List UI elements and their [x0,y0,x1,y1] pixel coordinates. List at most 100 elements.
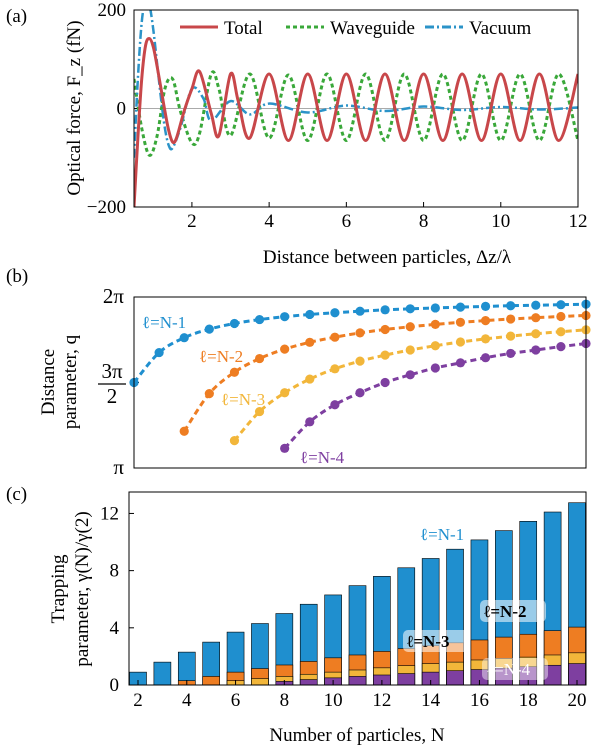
b-point-2 [531,313,540,322]
b-point-1 [230,319,239,328]
b-point-4 [431,363,440,372]
b-point-3 [355,357,364,366]
b-point-3 [230,436,239,445]
b-point-4 [330,400,339,409]
b-point-1 [355,307,364,316]
c-xtick-label: 20 [568,690,587,711]
c-bar-4 [398,674,415,685]
b-point-1 [481,302,490,311]
c-xtick-label: 2 [133,690,143,711]
b-point-1 [180,333,189,342]
panel-a-legend: Total Waveguide Vacuum [180,18,531,39]
c-annotation-l2: ℓ=N-2 [484,602,527,621]
b-point-2 [180,427,189,436]
c-annotation-l4: ℓ=N-4 [486,660,531,679]
legend-label-total: Total [224,18,263,39]
b-point-2 [556,312,565,321]
b-point-2 [406,322,415,331]
b-point-3 [305,374,314,383]
a-xtick-label: 4 [264,211,274,232]
c-annotation-l3: ℓ=N-3 [407,632,450,651]
panel-c-xlabel: Number of particles, N [269,725,444,746]
b-point-2 [431,320,440,329]
panel-c-ylabel-line1: Trapping [48,554,69,623]
c-ytick-label: 8 [110,561,120,582]
b-point-2 [456,318,465,327]
b-annotation-l1: ℓ=N-1 [142,313,186,332]
b-point-2 [330,333,339,342]
b-point-4 [456,358,465,367]
b-point-4 [305,417,314,426]
b-point-1 [381,305,390,314]
b-point-4 [280,444,289,453]
c-xtick-label: 12 [372,690,391,711]
c-bar-4 [447,671,464,685]
panel-label-c: (c) [6,484,27,505]
b-point-1 [280,312,289,321]
panel-b-series [129,300,590,453]
b-annotation-l3: ℓ=N-3 [221,390,265,409]
c-bar-3 [251,679,268,685]
legend-label-vacuum: Vacuum [469,18,531,39]
a-xtick-label: 10 [491,211,510,232]
c-xtick-label: 10 [324,690,343,711]
b-point-4 [556,342,565,351]
panel-c-bars [130,503,586,685]
b-point-3 [531,329,540,338]
b-ytick-3pi-2-denominator: 2 [107,384,118,408]
b-point-1 [255,315,264,324]
b-ytick-3pi-2: 3π 2 [98,359,126,408]
c-ytick-label: 12 [100,503,119,524]
panel-c-ylabel-line2: parameter, γ(N)/γ(2) [72,511,93,666]
b-point-1 [406,304,415,313]
panel-b-ylabel-line2: parameter, q [60,334,81,429]
c-xtick-label: 4 [182,690,192,711]
a-ytick-label: 200 [98,0,127,21]
b-point-1 [155,348,164,357]
b-point-3 [330,364,339,373]
a-xtick-label: 6 [342,211,352,232]
b-ytick-3pi-2-numerator: 3π [101,359,123,383]
line-total [134,39,578,207]
a-ytick-label: 0 [117,99,127,120]
a-xtick-label: 8 [419,211,429,232]
b-point-4 [355,388,364,397]
panel-b-frame [134,297,586,468]
panel-a: 2 4 6 8 10 12−2000200 Total Waveguide Vacuum … [64,0,588,268]
c-bar-2 [203,676,220,685]
b-point-2 [481,316,490,325]
b-annotation-l4: ℓ=N-4 [300,448,345,467]
b-point-1 [305,310,314,319]
a-xtick-label: 12 [569,211,588,232]
a-xtick-label: 2 [187,211,197,232]
legend-label-waveguide: Waveguide [330,18,415,39]
panel-label-a: (a) [6,6,27,27]
b-point-1 [330,308,339,317]
b-point-2 [305,338,314,347]
c-xtick-label: 18 [519,690,538,711]
c-ytick-label: 0 [110,675,120,696]
panel-b-ylabel-line1: Distance [38,349,59,415]
c-bar-1 [154,662,171,685]
b-point-2 [355,328,364,337]
b-point-4 [506,349,515,358]
c-bar-4 [349,676,366,685]
b-point-1 [506,301,515,310]
c-annotation-l1: ℓ=N-1 [420,525,464,544]
b-point-1 [431,303,440,312]
b-point-2 [506,314,515,323]
b-point-1 [456,302,465,311]
b-point-1 [531,301,540,310]
b-point-1 [556,300,565,309]
b-point-2 [255,354,264,363]
b-point-3 [456,337,465,346]
b-series-line-1 [134,304,586,382]
b-point-3 [280,388,289,397]
b-point-3 [431,341,440,350]
b-point-3 [381,351,390,360]
b-point-2 [381,325,390,334]
a-ytick-label: −200 [87,197,126,218]
b-point-4 [531,345,540,354]
